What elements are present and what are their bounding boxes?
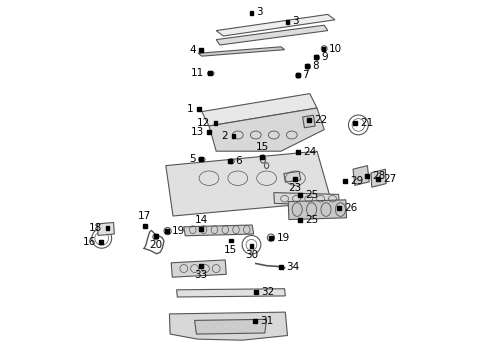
Bar xyxy=(296,150,300,154)
Bar xyxy=(197,107,201,111)
Bar xyxy=(295,73,299,77)
Text: 29: 29 xyxy=(350,176,364,186)
Text: 3: 3 xyxy=(257,7,263,17)
Text: 32: 32 xyxy=(261,287,274,297)
Bar xyxy=(298,217,302,222)
Polygon shape xyxy=(284,171,301,182)
Text: 17: 17 xyxy=(138,211,151,221)
Bar xyxy=(214,121,218,125)
Polygon shape xyxy=(170,312,288,340)
Text: 12: 12 xyxy=(197,118,210,128)
Text: 25: 25 xyxy=(305,190,318,200)
Polygon shape xyxy=(209,108,324,151)
Text: 15: 15 xyxy=(224,245,237,255)
Bar xyxy=(307,117,311,122)
Polygon shape xyxy=(195,319,267,334)
Bar xyxy=(279,265,283,269)
Text: 30: 30 xyxy=(245,250,258,260)
Polygon shape xyxy=(216,14,335,36)
Bar xyxy=(199,157,203,161)
Bar xyxy=(343,179,347,183)
Text: 22: 22 xyxy=(315,114,328,125)
Bar xyxy=(154,234,158,238)
Polygon shape xyxy=(353,166,369,185)
Text: 10: 10 xyxy=(328,44,342,54)
Bar xyxy=(314,55,319,59)
Bar xyxy=(199,228,203,231)
Bar xyxy=(321,47,325,51)
Bar xyxy=(365,174,368,177)
Text: 13: 13 xyxy=(190,127,204,137)
Bar xyxy=(305,64,309,68)
Bar xyxy=(376,177,380,181)
Bar xyxy=(254,290,258,294)
Text: 25: 25 xyxy=(305,215,318,225)
Text: 34: 34 xyxy=(286,262,300,272)
Text: 9: 9 xyxy=(321,52,328,62)
Bar xyxy=(298,193,302,197)
Text: 16: 16 xyxy=(82,237,96,247)
Bar xyxy=(269,236,273,240)
Bar xyxy=(143,224,147,228)
Polygon shape xyxy=(371,169,386,187)
Polygon shape xyxy=(198,47,285,56)
Text: 11: 11 xyxy=(191,68,204,78)
Polygon shape xyxy=(202,94,317,126)
Bar xyxy=(337,206,342,210)
Polygon shape xyxy=(166,151,331,216)
Bar xyxy=(165,229,169,233)
Polygon shape xyxy=(171,260,226,277)
Text: 4: 4 xyxy=(189,45,196,55)
Text: 1: 1 xyxy=(187,104,194,114)
Polygon shape xyxy=(176,289,285,297)
Bar xyxy=(353,121,357,125)
Bar xyxy=(260,155,264,159)
Bar xyxy=(99,240,103,244)
Text: 18: 18 xyxy=(89,222,102,233)
Polygon shape xyxy=(216,25,328,45)
Polygon shape xyxy=(274,193,339,205)
Text: 2: 2 xyxy=(221,131,228,141)
Polygon shape xyxy=(288,200,346,220)
Text: 26: 26 xyxy=(345,203,358,213)
Text: 5: 5 xyxy=(189,154,196,164)
Polygon shape xyxy=(98,222,114,235)
Bar xyxy=(105,225,109,230)
Polygon shape xyxy=(303,115,315,128)
Bar xyxy=(249,243,253,248)
Bar xyxy=(199,264,203,268)
Bar xyxy=(231,134,236,138)
Text: 27: 27 xyxy=(384,174,397,184)
Text: 14: 14 xyxy=(195,215,208,225)
Bar xyxy=(293,177,296,181)
Bar xyxy=(199,49,203,53)
Bar xyxy=(208,71,212,75)
Polygon shape xyxy=(184,225,254,236)
Text: 20: 20 xyxy=(149,240,162,251)
Text: 6: 6 xyxy=(235,156,242,166)
Bar xyxy=(253,319,257,323)
Text: 33: 33 xyxy=(195,270,208,280)
Text: 23: 23 xyxy=(288,183,301,193)
Text: 8: 8 xyxy=(312,60,318,71)
Bar xyxy=(286,20,290,24)
Text: 15: 15 xyxy=(256,142,269,152)
Bar xyxy=(207,130,211,134)
Text: 19: 19 xyxy=(276,233,290,243)
Text: 21: 21 xyxy=(360,118,373,128)
Bar xyxy=(228,159,232,163)
Text: 7: 7 xyxy=(303,70,309,80)
Text: 24: 24 xyxy=(304,147,317,157)
Text: 3: 3 xyxy=(293,16,299,26)
Text: 28: 28 xyxy=(372,171,385,181)
Text: 31: 31 xyxy=(261,316,274,326)
Bar xyxy=(249,11,253,15)
Bar xyxy=(229,238,233,243)
Text: 19: 19 xyxy=(172,226,185,236)
